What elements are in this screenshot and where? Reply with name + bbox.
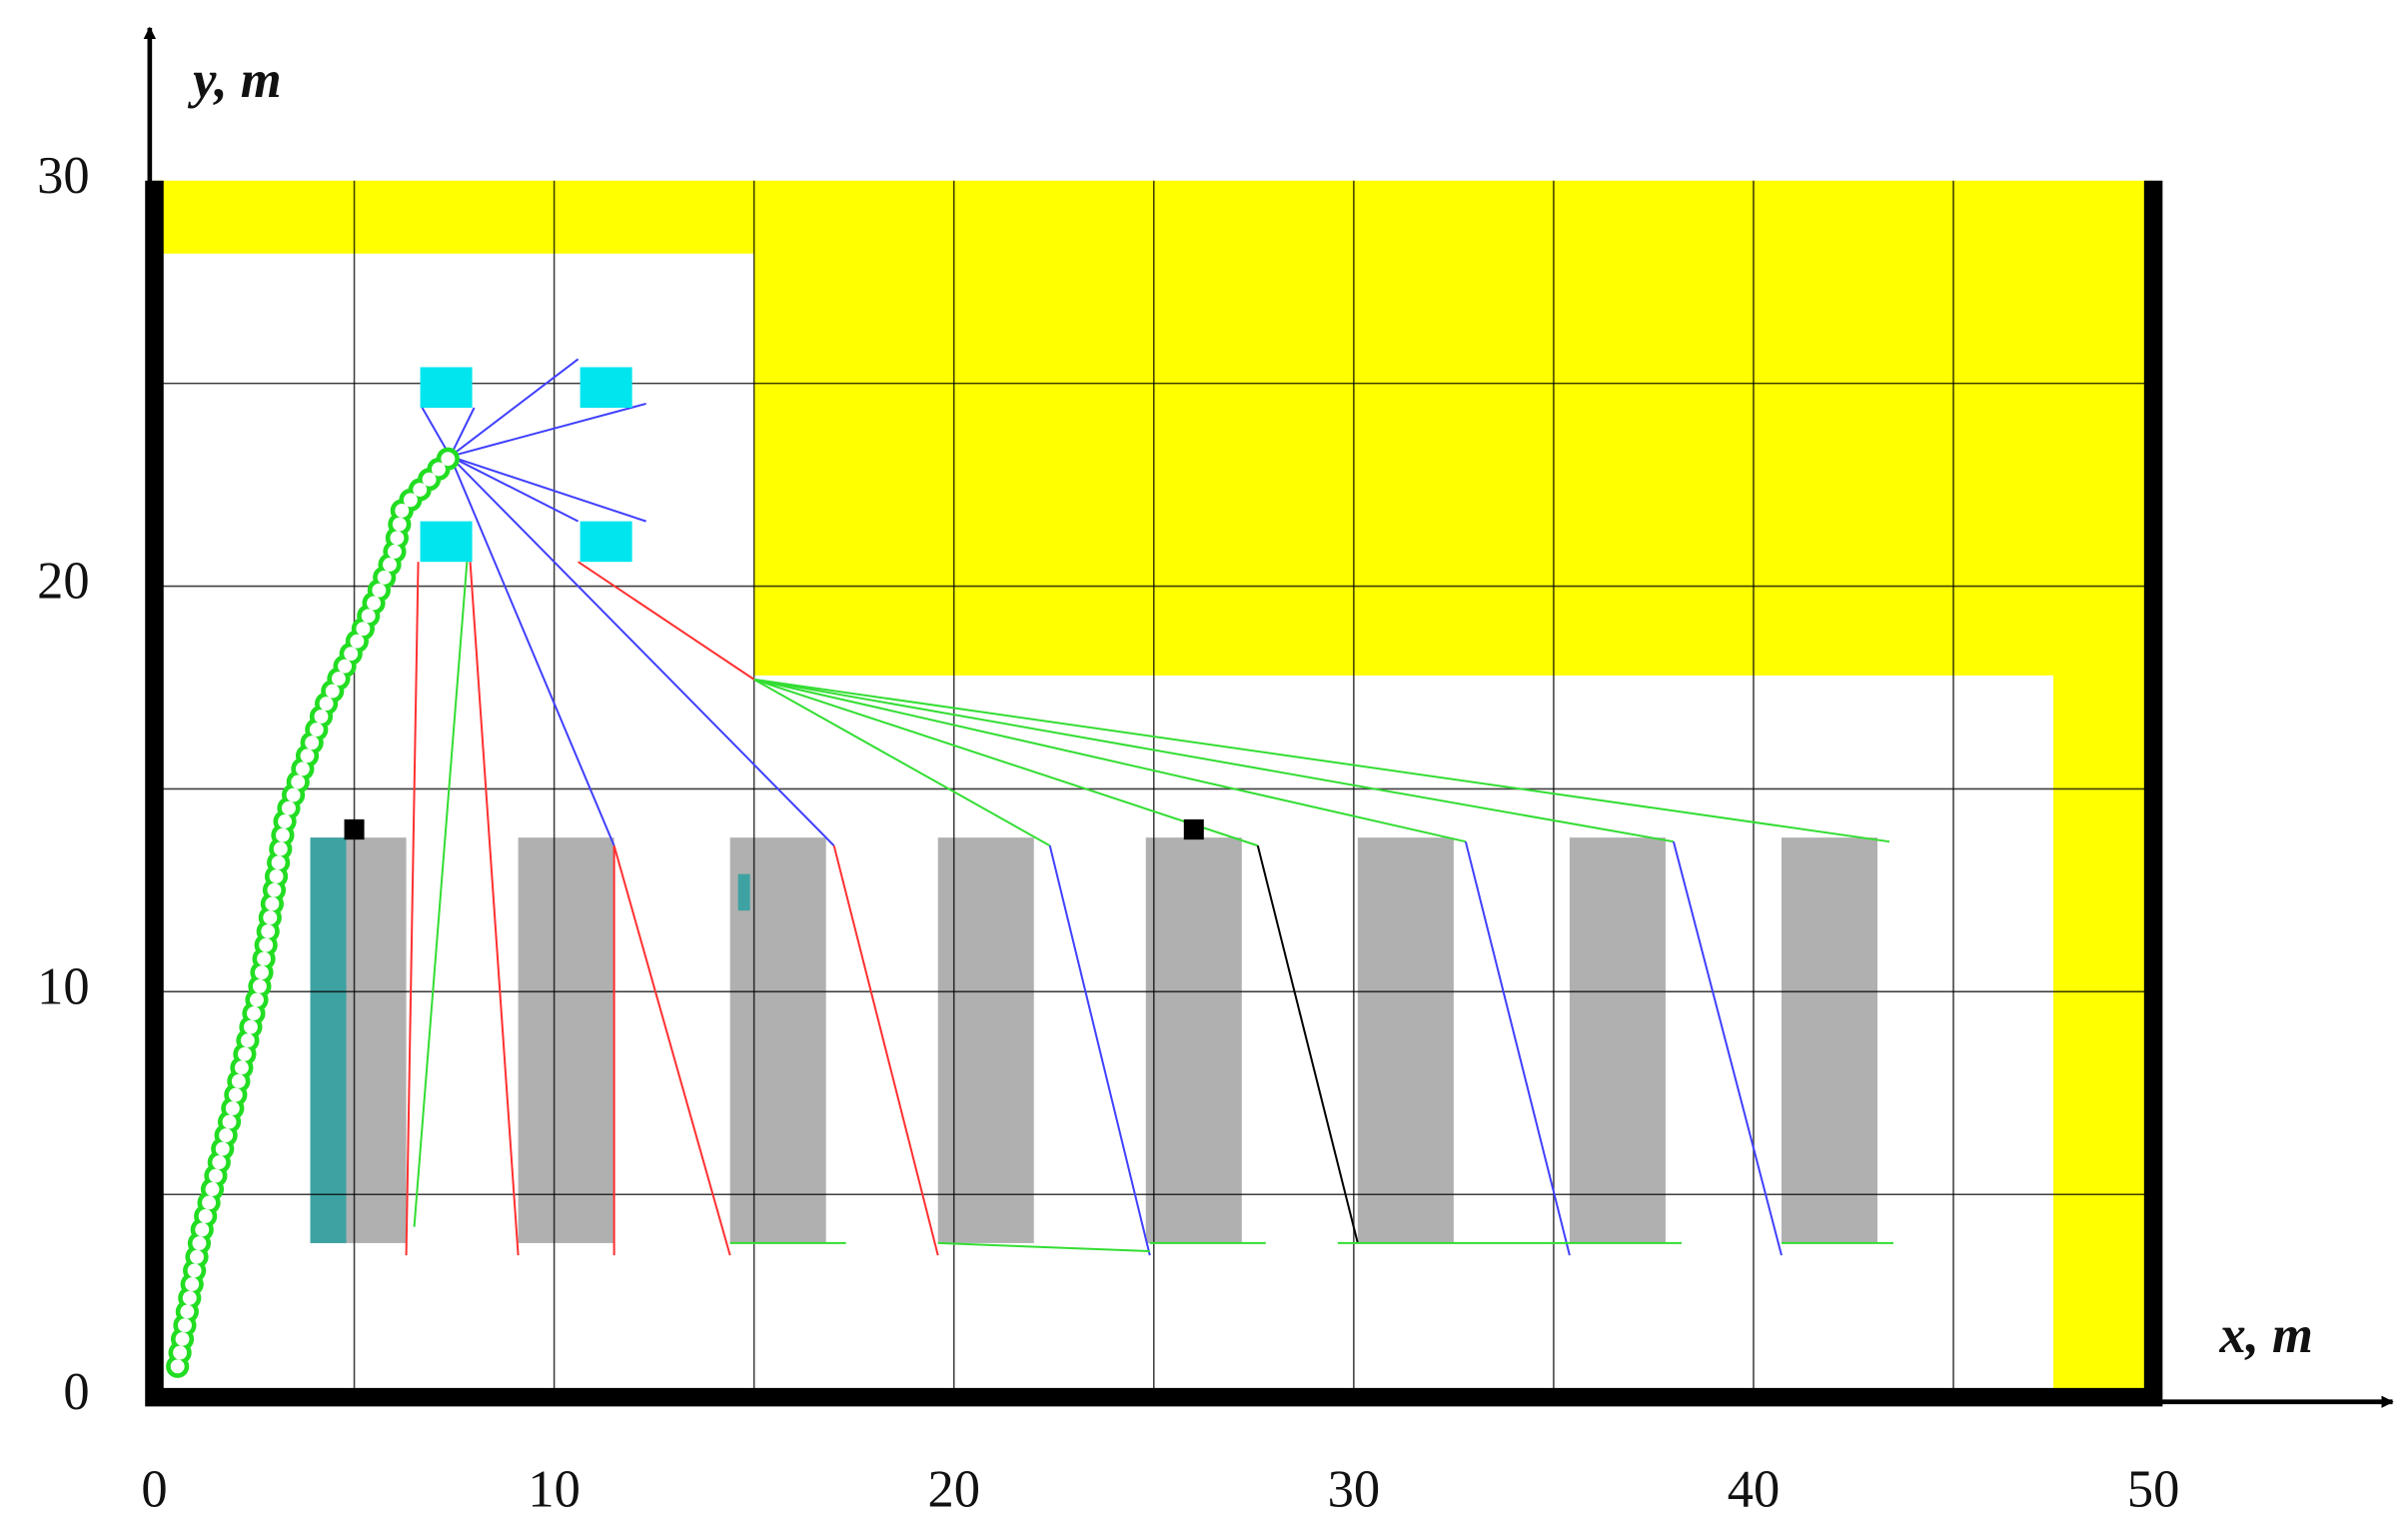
areas (154, 180, 2154, 1398)
frame (145, 180, 2163, 1407)
station (580, 521, 632, 563)
route-edge (469, 562, 520, 1256)
occupied-slot (737, 873, 750, 911)
route-edge (413, 521, 472, 1227)
occupied-slot (310, 837, 347, 1243)
route-edge (405, 562, 420, 1256)
grid (154, 180, 2154, 1398)
route-edge (578, 561, 755, 681)
rack (518, 837, 614, 1243)
rack (1569, 837, 1666, 1243)
x-tick-label: 0 (141, 1460, 167, 1518)
route-edge (937, 1241, 1150, 1253)
rack (1781, 837, 1878, 1243)
rack (1145, 837, 1242, 1243)
route-edge (753, 678, 1467, 843)
route-edge (753, 678, 1890, 843)
y-axis-label: y, m (187, 51, 281, 109)
route-edge (449, 358, 580, 458)
route-edge (450, 455, 580, 523)
station (420, 367, 473, 408)
route-edge (1672, 840, 1783, 1256)
obstacle (154, 180, 2154, 1398)
y-tick-label: 10 (37, 957, 90, 1015)
route-edge (612, 844, 731, 1256)
route-edge (449, 456, 615, 846)
x-tick-label: 10 (528, 1460, 581, 1518)
route-edge (1256, 845, 1359, 1244)
trajectory-inner (170, 449, 458, 1374)
x-tick-label: 40 (1728, 1460, 1781, 1518)
y-tick-label: 30 (37, 147, 90, 205)
route-edge (832, 845, 939, 1256)
x-tick-label: 30 (1328, 1460, 1381, 1518)
route-edge (753, 678, 1259, 847)
route-edge (449, 407, 476, 458)
station (420, 521, 473, 563)
route-edge (449, 455, 835, 846)
x-axis-label: x, m (2219, 1306, 2313, 1364)
marks (145, 180, 2163, 1407)
x-tick-label: 50 (2127, 1460, 2180, 1518)
marker (1183, 818, 1204, 840)
rack (1357, 837, 1454, 1243)
rack (937, 837, 1034, 1243)
y-tick-label: 20 (37, 553, 90, 611)
route-edge (450, 455, 646, 523)
station (580, 367, 632, 408)
route-edge (753, 678, 1051, 847)
marker (344, 818, 365, 840)
route-edge (450, 402, 646, 458)
x-tick-label: 20 (927, 1460, 980, 1518)
route-edge (1464, 840, 1571, 1256)
y-tick-label: 0 (63, 1363, 89, 1421)
route-edge (1048, 845, 1151, 1256)
route-edge (753, 678, 1675, 843)
